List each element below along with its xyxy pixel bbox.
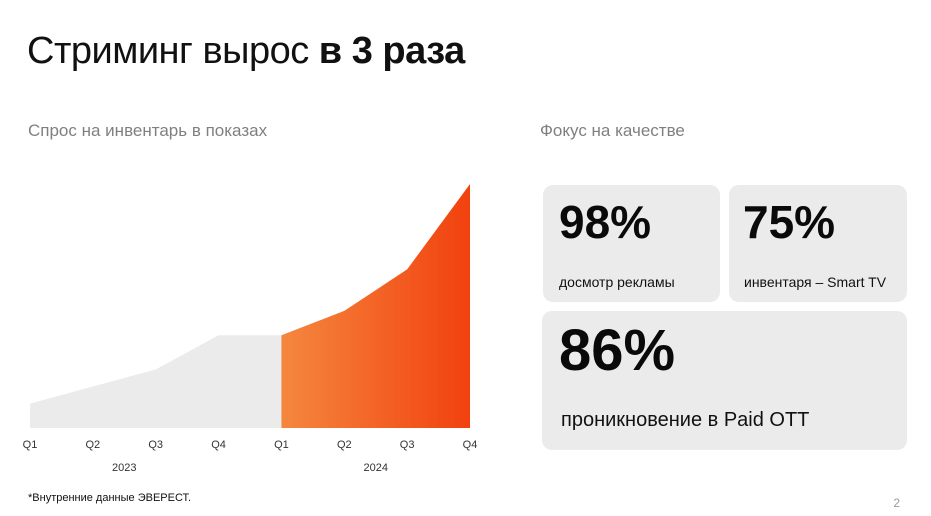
year-group-label: 2023: [112, 462, 136, 474]
title-bold: в 3 раза: [318, 30, 465, 72]
stat-value: 98%: [559, 196, 652, 248]
x-tick-label: Q2: [86, 439, 101, 451]
footnote: *Внутренние данные ЭВЕРЕСТ.: [28, 492, 192, 504]
stats-section-label: Фокус на качестве: [540, 121, 685, 140]
x-tick-label: Q2: [337, 439, 352, 451]
stat-label: инвентаря – Smart TV: [744, 274, 887, 290]
x-tick-label: Q4: [211, 439, 226, 451]
x-tick-label: Q3: [400, 439, 415, 451]
x-tick-label: Q4: [463, 439, 478, 451]
area-base-series: [30, 335, 282, 428]
x-tick-label: Q1: [23, 439, 38, 451]
stat-card-ad-views: 98% досмотр рекламы: [543, 185, 720, 302]
stat-label: досмотр рекламы: [559, 274, 675, 290]
page-number: 2: [893, 496, 900, 510]
year-group-label: 2024: [363, 462, 387, 474]
chart-section-label: Спрос на инвентарь в показах: [28, 121, 268, 140]
x-tick-label: Q1: [274, 439, 289, 451]
page-title: Стриминг вырос в 3 раза: [27, 28, 465, 74]
stat-card-paid-ott: 86% проникновение в Paid OTT: [542, 311, 907, 450]
stat-card-smart-tv: 75% инвентаря – Smart TV: [729, 185, 907, 302]
demand-area-chart: Q1 Q2 Q3 Q4 Q1 Q2 Q3 Q4 2023 2024: [23, 184, 478, 474]
stat-value: 75%: [743, 196, 836, 248]
stat-label: проникновение в Paid OTT: [561, 409, 810, 431]
x-tick-label: Q3: [148, 439, 163, 451]
stat-value: 86%: [559, 318, 676, 383]
area-highlight-series: [281, 184, 470, 428]
title-regular: Стриминг вырос: [27, 30, 319, 72]
